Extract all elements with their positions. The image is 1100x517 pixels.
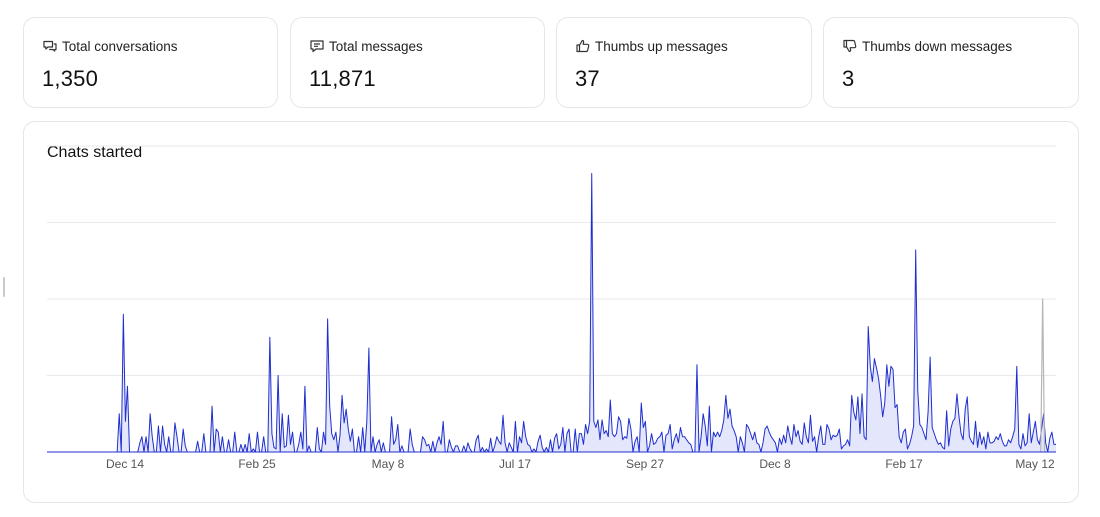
stat-header: Thumbs up messages bbox=[575, 38, 728, 54]
chat-bubbles-icon bbox=[42, 38, 58, 54]
stat-card-thumbs-down: Thumbs down messages 3 bbox=[823, 17, 1079, 108]
series-line bbox=[47, 173, 1056, 453]
stat-header: Thumbs down messages bbox=[842, 38, 1012, 54]
thumbs-down-icon bbox=[842, 38, 858, 54]
stat-label: Thumbs down messages bbox=[862, 38, 1013, 54]
x-tick-label: Sep 27 bbox=[626, 457, 664, 471]
x-tick-label: May 12 bbox=[1015, 457, 1055, 471]
stat-value: 11,871 bbox=[309, 66, 376, 91]
stat-header: Total conversations bbox=[42, 38, 178, 54]
chart-title: Chats started bbox=[47, 144, 143, 161]
stat-value: 1,350 bbox=[42, 66, 99, 91]
series-area bbox=[47, 173, 1056, 452]
highlight-series-line bbox=[1040, 298, 1046, 453]
thumbs-up-icon bbox=[575, 38, 591, 54]
panel-resize-handle[interactable] bbox=[3, 277, 5, 297]
x-tick-label: Feb 25 bbox=[238, 457, 276, 471]
x-tick-label: May 8 bbox=[372, 457, 405, 471]
stat-label: Total conversations bbox=[62, 38, 178, 54]
x-tick-label: Jul 17 bbox=[499, 457, 531, 471]
x-tick-label: Feb 17 bbox=[885, 457, 923, 471]
stat-label: Thumbs up messages bbox=[595, 38, 728, 54]
chats-started-card: Chats started Dec 14 Feb 25 May 8 Jul 17 Sep… bbox=[23, 121, 1079, 503]
stat-card-total-messages: Total messages 11,871 bbox=[290, 17, 545, 108]
stat-card-thumbs-up: Thumbs up messages 37 bbox=[556, 17, 812, 108]
message-icon bbox=[309, 38, 325, 54]
chats-started-chart: Dec 14 Feb 25 May 8 Jul 17 Sep 27 Dec 8 Feb 17… bbox=[47, 145, 1056, 471]
x-tick-label: Dec 14 bbox=[106, 457, 144, 471]
x-tick-label: Dec 8 bbox=[759, 457, 791, 471]
stat-value: 37 bbox=[575, 66, 600, 91]
stat-header: Total messages bbox=[309, 38, 423, 54]
stat-value: 3 bbox=[842, 66, 855, 91]
stat-label: Total messages bbox=[329, 38, 423, 54]
stat-card-total-conversations: Total conversations 1,350 bbox=[23, 17, 278, 108]
